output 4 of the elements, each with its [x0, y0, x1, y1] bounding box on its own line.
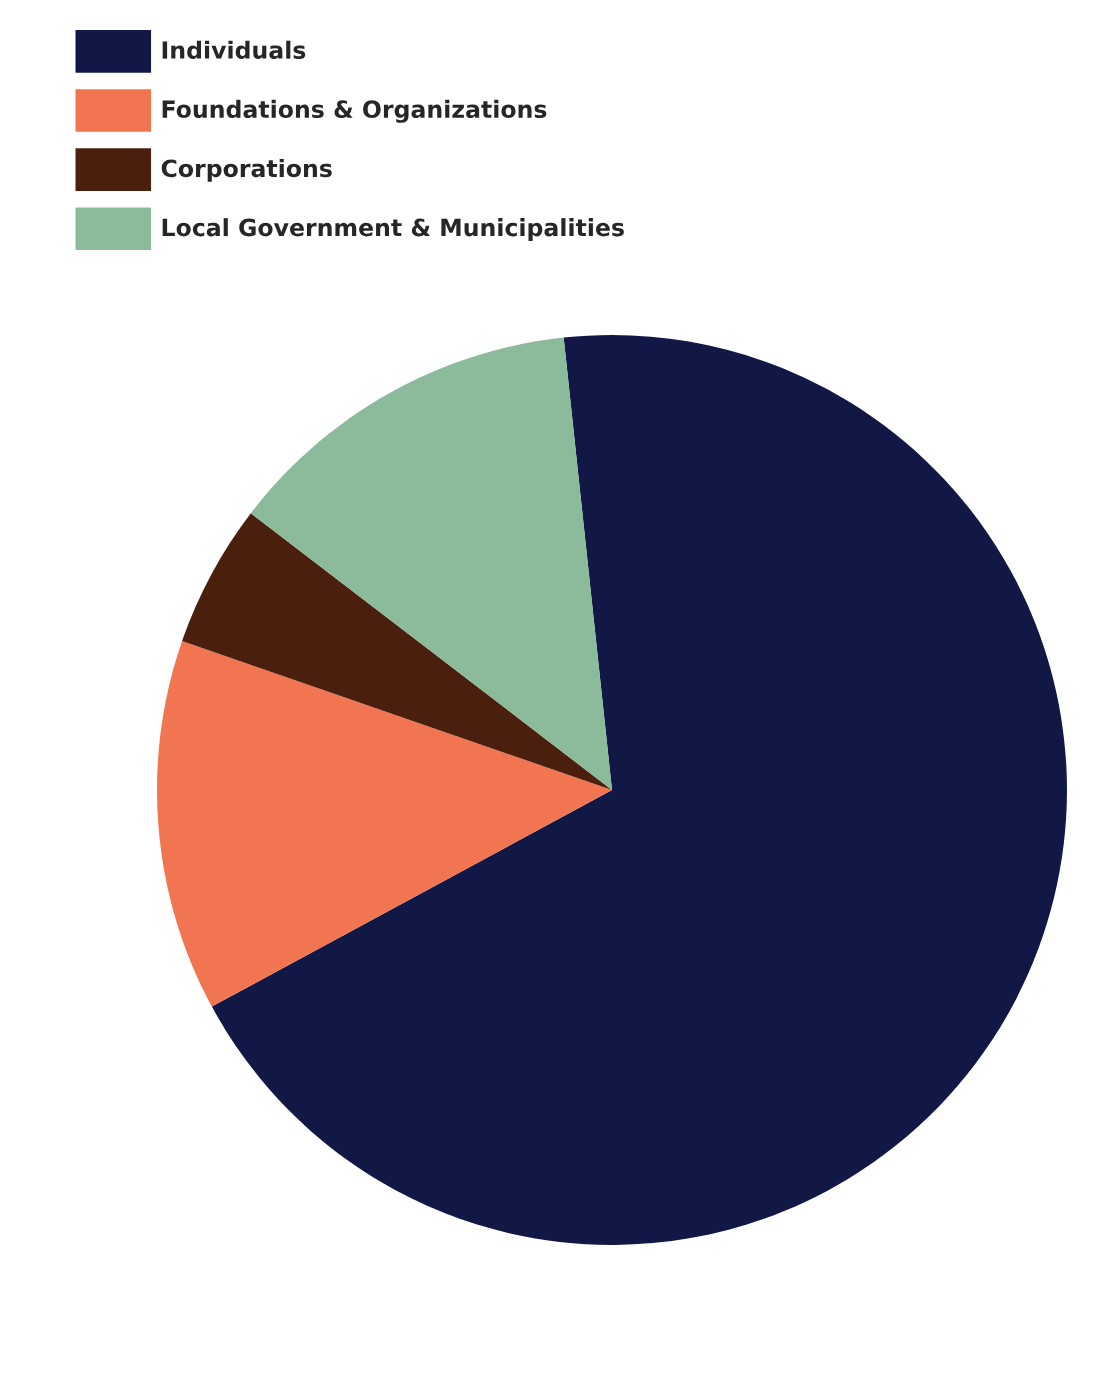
legend-label: Foundations & Organizations	[162, 99, 547, 123]
legend-label: Individuals	[162, 40, 306, 59]
legend-label: Corporations	[161, 158, 332, 182]
legend-label: Local Government & Municipalities	[162, 218, 624, 241]
